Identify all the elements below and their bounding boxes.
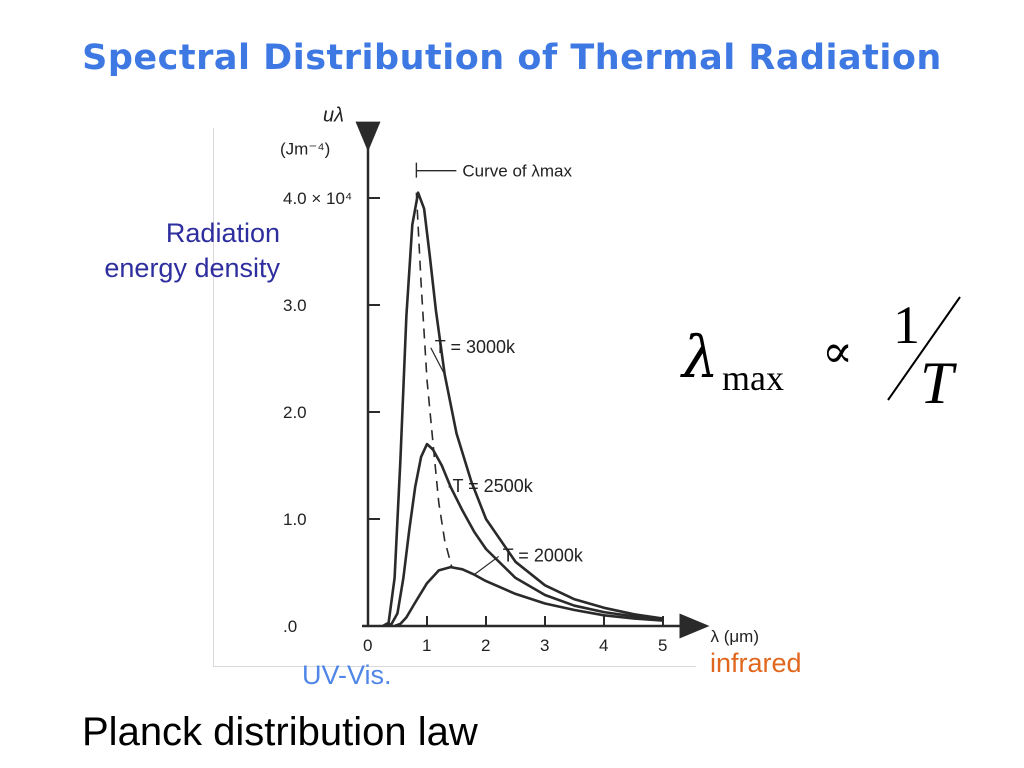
x-tick-label: 4 xyxy=(599,636,608,655)
formula-subscript: max xyxy=(722,358,784,398)
series-point-1 xyxy=(396,612,399,615)
series-line-0 xyxy=(382,191,664,628)
y-tick-label: 3.0 xyxy=(283,296,307,315)
lambda-max-curve xyxy=(415,192,453,568)
series-point-2 xyxy=(461,568,464,571)
series-point-0 xyxy=(405,314,408,317)
series-point-1 xyxy=(408,528,411,531)
series-point-0 xyxy=(544,584,546,587)
series-point-1 xyxy=(420,456,422,458)
series-point-0 xyxy=(573,598,576,601)
y-tick-label: 1.0 xyxy=(283,510,307,529)
series-point-0 xyxy=(434,309,437,312)
series-point-2 xyxy=(437,569,440,572)
x-tick-label: 0 xyxy=(363,636,372,655)
series-point-0 xyxy=(399,459,402,462)
series-point-0 xyxy=(381,625,384,627)
series-point-2 xyxy=(573,609,576,611)
x-tick-label: 1 xyxy=(422,636,431,655)
series-point-0 xyxy=(603,606,605,609)
series-leader-2 xyxy=(473,555,500,576)
series-point-1 xyxy=(461,509,464,512)
series-point-1 xyxy=(426,443,428,445)
series-point-1 xyxy=(544,594,546,596)
x-axis-label: λ (μm) xyxy=(711,627,760,646)
chart-frame xyxy=(213,128,696,667)
x-tick-label: 5 xyxy=(658,636,667,655)
series-point-2 xyxy=(632,617,635,620)
series-point-1 xyxy=(603,611,605,613)
series-point-2 xyxy=(603,614,605,617)
series-point-1 xyxy=(402,576,405,579)
series-point-1 xyxy=(390,622,393,625)
x-tick-label: 3 xyxy=(540,636,549,655)
series-point-0 xyxy=(632,613,635,616)
axes xyxy=(355,121,710,639)
infrared-annotation: infrared xyxy=(710,648,802,678)
series-point-0 xyxy=(417,191,420,194)
series-point-2 xyxy=(405,616,408,619)
series-point-0 xyxy=(393,576,396,579)
series-point-1 xyxy=(473,530,476,533)
series-point-1 xyxy=(573,604,576,607)
wien-law-formula: λ max ∝ 1 T xyxy=(680,295,961,415)
series-label-2: T = 2000k xyxy=(503,545,584,565)
y-tick-label: 2.0 xyxy=(283,403,307,422)
series-point-2 xyxy=(399,622,402,625)
formula-proportional: ∝ xyxy=(822,324,853,378)
series-point-2 xyxy=(414,601,417,604)
y-tick-label: 4.0 × 10⁴ xyxy=(283,189,352,208)
y-axis-unit: (Jm⁻⁴) xyxy=(280,140,330,159)
series-label-1: T = 2500k xyxy=(453,476,534,496)
series-point-1 xyxy=(414,486,417,488)
y-tick-label: .0 xyxy=(283,617,297,636)
series-point-0 xyxy=(485,518,487,520)
series-point-0 xyxy=(455,432,458,435)
uv-vis-annotation: UV-Vis. xyxy=(302,660,392,690)
series-point-2 xyxy=(485,580,487,582)
series-point-1 xyxy=(485,548,487,550)
chart-labels: .0 1.0 2.0 3.0 4.0 × 10⁴ 0 1 2 3 4 5 uλ (Jm⁻⁴) λ (μm)… xyxy=(280,105,759,655)
x-tick-label: 2 xyxy=(481,636,490,655)
series-leader-0 xyxy=(430,347,446,375)
energy-density-line2: energy density xyxy=(104,253,280,283)
series-point-0 xyxy=(411,223,414,226)
curves xyxy=(381,191,664,628)
series-line-2 xyxy=(394,565,664,628)
series-point-2 xyxy=(426,582,428,585)
law-caption: Planck distribution law xyxy=(82,710,478,754)
energy-density-line1: Radiation xyxy=(165,218,280,248)
series-point-0 xyxy=(423,207,425,210)
series-label-0: T = 3000k xyxy=(435,337,516,357)
series-point-0 xyxy=(514,560,517,563)
series-point-1 xyxy=(384,625,387,627)
formula-denominator: T xyxy=(920,350,957,415)
formula-lambda: λ xyxy=(680,323,719,391)
series-point-2 xyxy=(393,625,396,627)
slide-title: Spectral Distribution of Thermal Radiati… xyxy=(82,38,942,78)
series-point-2 xyxy=(544,602,546,605)
series-point-0 xyxy=(429,255,431,258)
series-point-1 xyxy=(440,464,443,467)
series-line-1 xyxy=(385,442,664,628)
lambda-max-label: Curve of λmax xyxy=(462,162,572,181)
series-point-0 xyxy=(387,621,390,624)
energy-density-annotation: Radiation energy density xyxy=(40,216,280,286)
formula-numerator: 1 xyxy=(893,295,920,355)
formula-slash xyxy=(887,296,961,401)
series-point-0 xyxy=(470,480,473,483)
y-axis-label: uλ xyxy=(323,105,344,127)
series-point-1 xyxy=(514,576,517,579)
series-point-2 xyxy=(514,593,517,595)
series-point-1 xyxy=(632,615,635,618)
series-point-2 xyxy=(662,619,664,622)
